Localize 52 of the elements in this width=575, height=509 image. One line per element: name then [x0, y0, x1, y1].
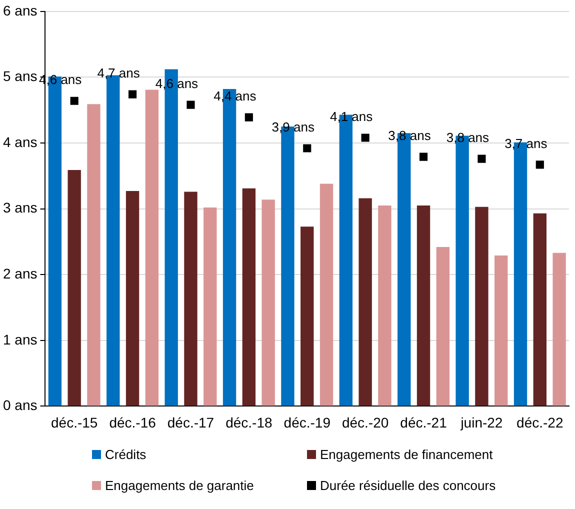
bar [184, 192, 198, 406]
data-label: 3,7 ans [504, 136, 548, 151]
x-tick-label: déc.-19 [284, 414, 331, 430]
y-tick-label: 0 ans [3, 397, 38, 414]
legend-label: Engagements de garantie [105, 478, 254, 493]
bar [533, 213, 546, 406]
bar [494, 256, 508, 406]
point [536, 160, 544, 169]
point [186, 100, 195, 109]
x-tick-label: déc.-18 [226, 414, 272, 430]
point [303, 144, 312, 152]
x-tick-label: déc.-15 [50, 414, 98, 430]
y-tick-label: 5 ans [3, 68, 38, 84]
x-tick-label: déc.-20 [342, 414, 389, 430]
point [128, 90, 137, 98]
legend-label: Durée résiduelle des concours [320, 478, 496, 493]
legend-label: Crédits [105, 447, 146, 462]
bar [416, 206, 430, 406]
y-tick-label: 3 ans [3, 200, 38, 216]
point [419, 152, 428, 161]
y-tick-label: 4 ans [3, 134, 38, 150]
point [244, 113, 253, 122]
bar [204, 207, 217, 406]
data-label: 3,8 ans [446, 130, 490, 145]
bar [242, 188, 256, 406]
data-label: 4,1 ans [330, 108, 374, 124]
y-tick-label: 1 ans [3, 331, 38, 348]
bar [475, 206, 488, 406]
bar [87, 104, 100, 406]
bar [358, 198, 372, 406]
data-label: 3,9 ans [272, 119, 315, 134]
y-tick-label: 2 ans [3, 265, 38, 282]
x-tick-label: déc.-17 [167, 414, 214, 430]
bar [300, 226, 314, 406]
bar [320, 184, 334, 406]
bar [262, 200, 275, 406]
x-tick-label: déc.-22 [516, 414, 564, 430]
bar [436, 246, 450, 406]
bar [145, 90, 159, 406]
point [361, 134, 370, 142]
data-label: 4,7 ans [97, 65, 140, 80]
bar [68, 170, 81, 406]
y-tick-label: 6 ans [3, 2, 38, 18]
x-tick-label: déc.-16 [109, 414, 156, 430]
point [70, 96, 78, 105]
bar [552, 252, 566, 406]
legend-label: Engagements de financement [320, 447, 493, 462]
x-tick-label: déc.-21 [400, 414, 448, 430]
point [478, 154, 486, 163]
bar [378, 206, 392, 406]
bar [126, 191, 140, 406]
x-tick-label: juin-22 [460, 414, 503, 430]
